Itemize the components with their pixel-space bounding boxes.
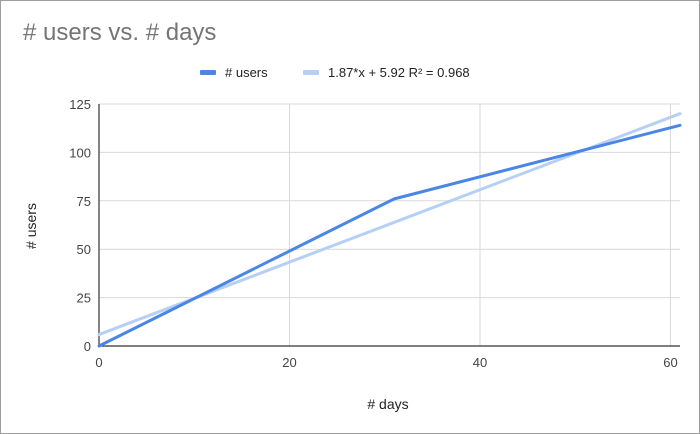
y-tick-label: 0 <box>84 339 91 354</box>
legend-label-trendline: 1.87*x + 5.92 R² = 0.968 <box>328 65 470 80</box>
chart-title: # users vs. # days <box>23 19 217 46</box>
x-axis-label: # days <box>367 396 408 412</box>
x-tick-label: 60 <box>663 355 677 370</box>
x-tick-label: 20 <box>282 355 296 370</box>
legend-swatch-trendline <box>303 70 319 75</box>
y-tick-label: 50 <box>77 242 91 257</box>
y-tick-label: 75 <box>77 194 91 209</box>
legend-swatch-users <box>200 70 216 75</box>
y-tick-label: 100 <box>69 145 91 160</box>
x-tick-label: 0 <box>95 355 102 370</box>
y-axis-label: # users <box>23 203 39 249</box>
legend: # users 1.87*x + 5.92 R² = 0.968 <box>200 65 470 80</box>
series-line-users <box>97 123 682 348</box>
legend-label-users: # users <box>225 65 268 80</box>
y-tick-label: 25 <box>77 291 91 306</box>
x-tick-label: 40 <box>473 355 487 370</box>
y-tick-label: 125 <box>69 97 91 112</box>
